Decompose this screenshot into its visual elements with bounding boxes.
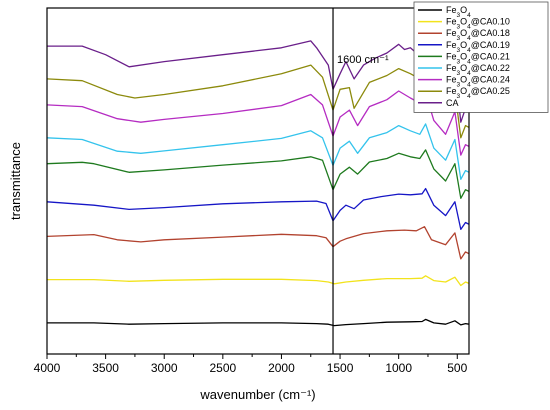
series-line-5 bbox=[46, 123, 470, 180]
x-tick-label-5: 1500 bbox=[327, 361, 354, 375]
y-axis-title: transmittance bbox=[8, 142, 23, 220]
legend: Fe3O4Fe3O4@CA0.10Fe3O4@CA0.18Fe3O4@CA0.1… bbox=[413, 1, 549, 113]
series-line-4 bbox=[46, 149, 470, 199]
series-line-3 bbox=[46, 187, 470, 231]
x-tick-label-2: 3000 bbox=[151, 361, 178, 375]
annotation-layer: 1600 cm⁻¹ bbox=[332, 8, 389, 354]
legend-label-2: Fe3O4@CA0.18 bbox=[446, 28, 510, 42]
x-tick-label-4: 2000 bbox=[268, 361, 295, 375]
series-line-1 bbox=[47, 275, 470, 287]
legend-label-5: Fe3O4@CA0.22 bbox=[446, 63, 510, 77]
annotation-label: 1600 cm⁻¹ bbox=[337, 54, 389, 66]
legend-label-0: Fe3O4 bbox=[446, 5, 471, 19]
legend-label-7: Fe3O4@CA0.25 bbox=[446, 86, 510, 100]
series-line-6 bbox=[46, 90, 470, 156]
plot-frame bbox=[46, 7, 470, 355]
x-axis: 4000 3500 3000 2500 2000 1500 1000 500 bbox=[34, 354, 468, 375]
legend-label-3: Fe3O4@CA0.19 bbox=[446, 40, 510, 54]
legend-label-1: Fe3O4@CA0.10 bbox=[446, 17, 510, 31]
legend-label-6: Fe3O4@CA0.24 bbox=[446, 75, 510, 89]
x-axis-title: wavenumber (cm⁻¹) bbox=[199, 387, 315, 402]
x-tick-label-1: 3500 bbox=[92, 361, 119, 375]
series-line-2 bbox=[46, 226, 470, 260]
x-tick-label-0: 4000 bbox=[34, 361, 61, 375]
x-tick-label-7: 500 bbox=[447, 361, 467, 375]
series-layer bbox=[46, 40, 470, 327]
x-tick-label-3: 2500 bbox=[209, 361, 236, 375]
legend-box bbox=[413, 1, 549, 113]
legend-label-8: CA bbox=[446, 98, 459, 108]
x-tick-label-6: 1000 bbox=[385, 361, 412, 375]
series-line-0 bbox=[47, 318, 470, 327]
legend-label-4: Fe3O4@CA0.21 bbox=[446, 51, 510, 65]
